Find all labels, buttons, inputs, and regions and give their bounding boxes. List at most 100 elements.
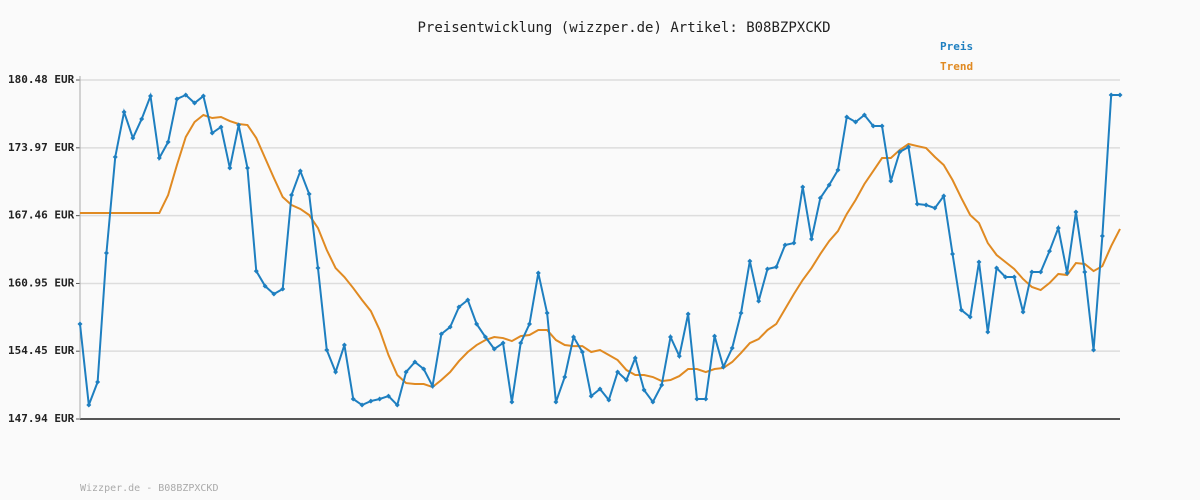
marker	[1117, 92, 1123, 98]
chart-title: Preisentwicklung (wizzper.de) Artikel: B…	[417, 20, 830, 36]
marker	[632, 355, 638, 361]
marker	[368, 398, 374, 404]
marker	[650, 399, 656, 405]
marker	[385, 393, 391, 399]
marker	[870, 123, 876, 129]
marker	[756, 298, 762, 304]
marker	[809, 236, 815, 242]
marker	[192, 100, 198, 106]
marker	[535, 270, 541, 276]
marker	[897, 149, 903, 155]
marker	[174, 96, 180, 102]
marker	[333, 369, 339, 375]
marker	[103, 250, 109, 256]
marker	[729, 345, 735, 351]
marker	[447, 324, 453, 330]
marker	[1002, 274, 1008, 280]
marker	[950, 251, 956, 257]
marker	[1020, 309, 1026, 315]
marker	[764, 266, 770, 272]
marker	[623, 377, 629, 383]
marker	[244, 165, 250, 171]
marker	[280, 286, 286, 292]
marker	[394, 402, 400, 408]
marker	[500, 340, 506, 346]
marker	[888, 178, 894, 184]
marker	[738, 310, 744, 316]
marker	[853, 119, 859, 125]
marker	[218, 124, 224, 130]
marker	[526, 321, 532, 327]
marker	[430, 383, 436, 389]
footer: Wizzper.de - B08BZPXCKD	[80, 483, 218, 494]
marker	[112, 154, 118, 160]
marker	[800, 184, 806, 190]
marker	[156, 155, 162, 161]
y-tick-label: 167.46 EUR	[8, 209, 75, 222]
marker	[465, 297, 471, 303]
legend-label: Trend	[940, 60, 973, 73]
marker	[826, 182, 832, 188]
marker	[985, 329, 991, 335]
marker	[694, 396, 700, 402]
marker	[165, 139, 171, 145]
marker	[1011, 274, 1017, 280]
marker	[474, 321, 480, 327]
marker	[782, 242, 788, 248]
marker	[236, 122, 242, 128]
marker	[148, 93, 154, 99]
marker	[773, 264, 779, 270]
marker	[130, 135, 136, 141]
marker	[95, 379, 101, 385]
marker	[341, 342, 347, 348]
marker	[703, 396, 709, 402]
marker	[615, 369, 621, 375]
marker	[1029, 269, 1035, 275]
marker	[253, 268, 259, 274]
marker	[227, 165, 233, 171]
marker	[923, 202, 929, 208]
marker	[817, 195, 823, 201]
marker	[403, 369, 409, 375]
marker	[844, 114, 850, 120]
marker	[421, 366, 427, 372]
marker	[835, 167, 841, 173]
marker	[86, 402, 92, 408]
marker	[668, 334, 674, 340]
marker	[676, 353, 682, 359]
marker	[412, 359, 418, 365]
marker	[588, 393, 594, 399]
y-tick-label: 173.97 EUR	[8, 141, 75, 154]
marker	[685, 311, 691, 317]
marker	[324, 347, 330, 353]
marker	[905, 144, 911, 150]
marker	[861, 112, 867, 118]
line	[80, 113, 1121, 389]
marker	[747, 258, 753, 264]
marker	[659, 382, 665, 388]
marker	[377, 396, 383, 402]
marker	[139, 116, 145, 122]
marker	[579, 349, 585, 355]
marker	[712, 333, 718, 339]
marker	[1046, 248, 1052, 254]
marker	[315, 265, 321, 271]
marker	[544, 310, 550, 316]
marker	[1038, 269, 1044, 275]
marker	[297, 168, 303, 174]
marker	[879, 123, 885, 129]
marker	[359, 402, 365, 408]
marker	[562, 374, 568, 380]
marker	[482, 334, 488, 340]
marker	[941, 193, 947, 199]
marker	[1091, 347, 1097, 353]
marker	[914, 201, 920, 207]
marker	[958, 307, 964, 313]
marker	[289, 192, 295, 198]
y-tick-label: 160.95 EUR	[8, 276, 75, 289]
marker	[791, 240, 797, 246]
marker	[1108, 92, 1114, 98]
marker	[438, 331, 444, 337]
y-tick-label: 180.48 EUR	[8, 73, 75, 86]
